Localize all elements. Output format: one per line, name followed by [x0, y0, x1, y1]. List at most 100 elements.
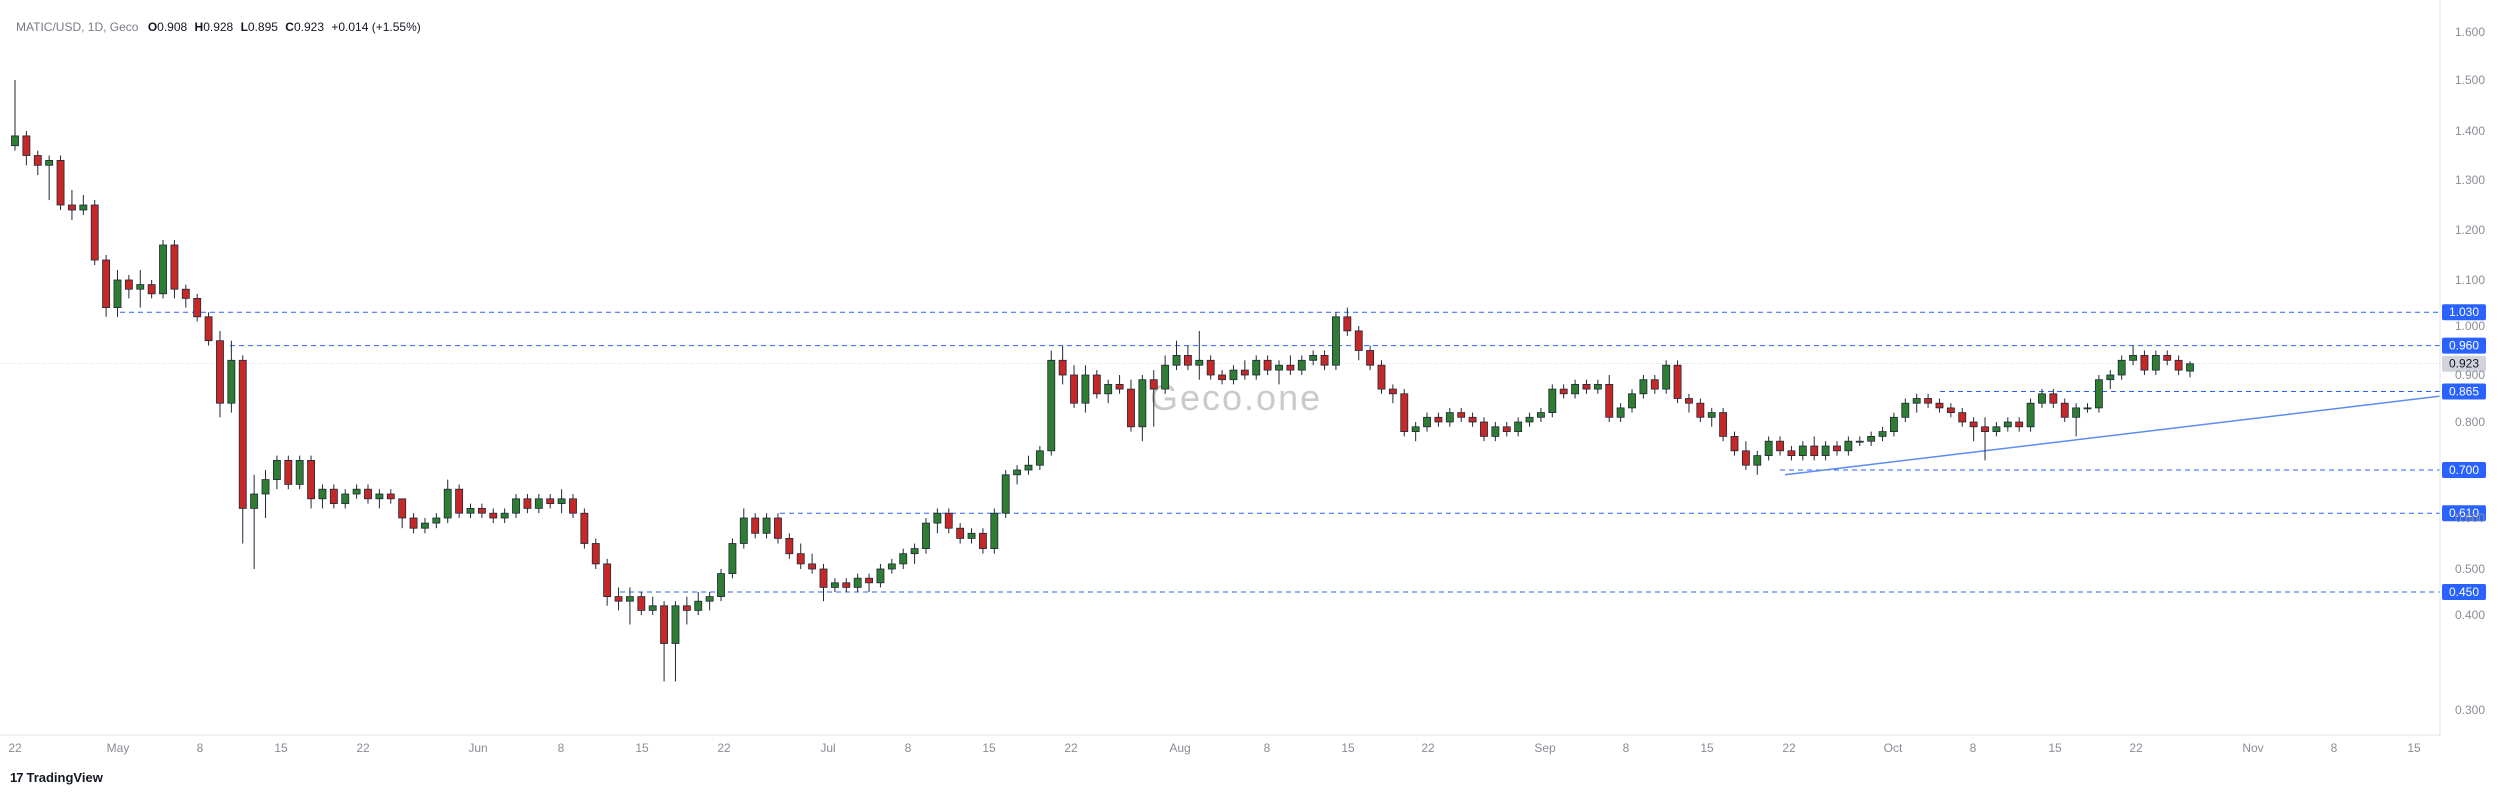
candle[interactable]: [682, 596, 691, 625]
candle[interactable]: [68, 190, 76, 220]
candle[interactable]: [648, 596, 657, 615]
candle[interactable]: [1810, 436, 1819, 461]
candle[interactable]: [580, 508, 589, 549]
candle[interactable]: [728, 538, 737, 579]
candle[interactable]: [364, 484, 372, 504]
candle[interactable]: [1502, 422, 1511, 437]
candle[interactable]: [489, 508, 498, 524]
candle[interactable]: [899, 548, 908, 569]
candle[interactable]: [1605, 375, 1614, 422]
candle[interactable]: [956, 523, 965, 544]
candle[interactable]: [1548, 384, 1557, 418]
candle[interactable]: [1423, 412, 1431, 432]
candle[interactable]: [1252, 355, 1261, 380]
candle[interactable]: [2151, 350, 2160, 376]
candle[interactable]: [1935, 398, 1944, 413]
candle[interactable]: [2117, 355, 2126, 380]
candle[interactable]: [1366, 345, 1375, 371]
candle[interactable]: [1901, 398, 1910, 423]
candle[interactable]: [1332, 312, 1340, 371]
candle[interactable]: [386, 489, 395, 504]
candle[interactable]: [2038, 389, 2046, 408]
candle[interactable]: [1593, 379, 1602, 394]
candle[interactable]: [147, 280, 156, 299]
candle[interactable]: [2060, 398, 2069, 423]
candle[interactable]: [1582, 379, 1591, 394]
candle[interactable]: [22, 131, 31, 166]
candle[interactable]: [1730, 431, 1739, 456]
candle[interactable]: [1218, 370, 1226, 385]
candle[interactable]: [933, 508, 942, 534]
candle[interactable]: [1138, 375, 1147, 442]
candle[interactable]: [1001, 470, 1010, 518]
candle[interactable]: [1286, 355, 1295, 375]
candle[interactable]: [1115, 375, 1124, 394]
candle[interactable]: [1741, 441, 1750, 470]
candle[interactable]: [11, 80, 19, 151]
candle[interactable]: [1240, 360, 1249, 380]
candle[interactable]: [774, 513, 782, 544]
candle[interactable]: [1081, 365, 1090, 413]
candle[interactable]: [1798, 441, 1807, 461]
candle[interactable]: [1070, 365, 1078, 408]
candle[interactable]: [637, 592, 646, 615]
candle[interactable]: [1764, 436, 1773, 461]
candle[interactable]: [1662, 360, 1671, 394]
candle[interactable]: [1958, 407, 1967, 427]
candle[interactable]: [1400, 389, 1409, 437]
candle[interactable]: [842, 578, 851, 592]
candle[interactable]: [1981, 417, 1989, 461]
candle[interactable]: [1297, 355, 1306, 375]
candle[interactable]: [477, 503, 486, 518]
candle[interactable]: [1833, 441, 1841, 456]
candle[interactable]: [56, 155, 65, 211]
candle[interactable]: [1867, 431, 1876, 446]
candle[interactable]: [1992, 422, 2001, 437]
candle[interactable]: [534, 494, 543, 514]
candle[interactable]: [705, 592, 714, 611]
candle[interactable]: [1912, 393, 1921, 413]
candle[interactable]: [295, 455, 304, 490]
candle[interactable]: [512, 494, 520, 518]
candle[interactable]: [2094, 375, 2103, 413]
candle[interactable]: [1092, 370, 1101, 399]
candle[interactable]: [922, 518, 930, 554]
candle[interactable]: [1719, 407, 1728, 442]
candle[interactable]: [216, 330, 224, 418]
candle[interactable]: [284, 455, 293, 490]
candle[interactable]: [1047, 350, 1056, 456]
candle[interactable]: [979, 528, 987, 554]
candle[interactable]: [1388, 384, 1397, 404]
candle[interactable]: [876, 563, 885, 588]
candle[interactable]: [2072, 403, 2081, 437]
candle[interactable]: [2129, 345, 2137, 366]
candle[interactable]: [1559, 384, 1568, 399]
time-axis[interactable]: 22 May 8 15 22 Jun 8 15 22 Jul 8 15 22 Aug 8 15 22 Sep 8 15…: [0, 734, 2440, 755]
candle[interactable]: [523, 494, 532, 514]
candle[interactable]: [2049, 389, 2058, 408]
candle[interactable]: [2015, 417, 2024, 432]
candle[interactable]: [1878, 426, 1887, 442]
candle[interactable]: [1855, 436, 1864, 446]
candle[interactable]: [443, 479, 452, 524]
candle[interactable]: [865, 573, 873, 592]
candle[interactable]: [113, 270, 122, 317]
candle[interactable]: [603, 558, 612, 606]
candle[interactable]: [1673, 360, 1682, 404]
candle[interactable]: [79, 195, 88, 215]
candle[interactable]: [272, 455, 281, 490]
candle[interactable]: [569, 494, 577, 518]
candle[interactable]: [33, 150, 42, 176]
candle[interactable]: [1320, 350, 1329, 371]
candle[interactable]: [2140, 350, 2149, 376]
candle[interactable]: [1275, 360, 1283, 385]
candle[interactable]: [2083, 403, 2092, 413]
candle[interactable]: [1161, 355, 1170, 394]
candle[interactable]: [1480, 417, 1488, 442]
candle[interactable]: [124, 275, 133, 299]
candle[interactable]: [808, 553, 817, 574]
candle[interactable]: [204, 312, 213, 346]
candle[interactable]: [1685, 393, 1693, 413]
candle[interactable]: [1969, 417, 1978, 442]
